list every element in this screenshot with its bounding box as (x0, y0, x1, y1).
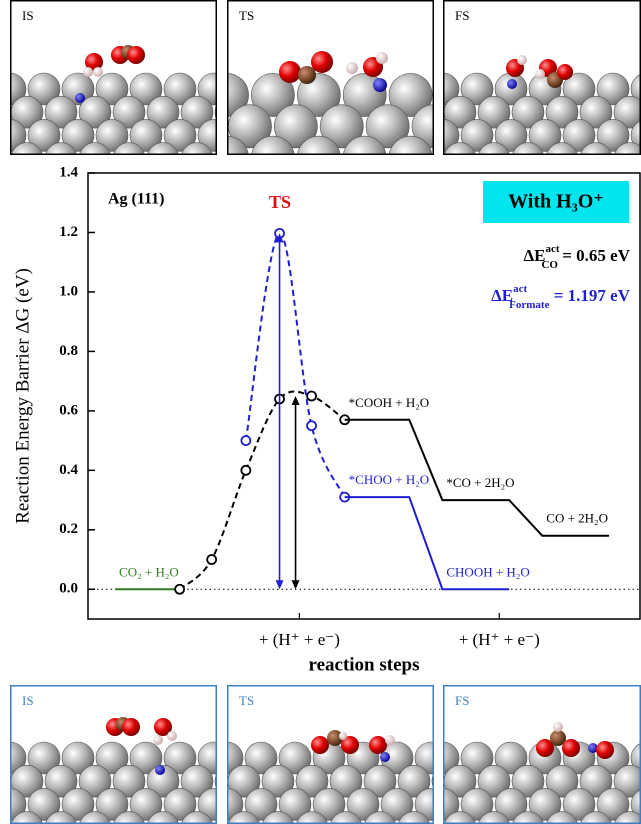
panel-label: IS (22, 8, 34, 23)
molecule-atom (75, 93, 85, 103)
panel-label: IS (22, 693, 34, 708)
silver-atom (0, 96, 9, 128)
molecule-atom (596, 741, 614, 759)
y-tick-label: 1.4 (59, 164, 78, 180)
molecule-atom (385, 735, 395, 745)
arrow-head (292, 396, 300, 405)
panel-label: TS (239, 693, 254, 708)
arrow-head (292, 580, 300, 589)
molecule-atom (83, 67, 93, 77)
molecule-atom (553, 722, 563, 732)
barrier-label: ΔEactFormate = 1.197 eV (491, 283, 631, 311)
y-axis-label: Reaction Energy Barrier ΔG (eV) (12, 268, 33, 524)
y-tick-label: 1.0 (59, 283, 78, 299)
panel-label: TS (239, 8, 254, 23)
molecule-atom (167, 731, 177, 741)
molecule-atom (535, 69, 545, 79)
molecule-atom (93, 67, 103, 77)
silver-atom (320, 167, 363, 210)
figure: IS TS FS IS TS FS 0.0 0.2 0.4 0.6 0.8 1.0 1.2 1.4 + (… (0, 0, 641, 824)
barrier-sub: CO (541, 259, 558, 271)
arrow-head (276, 580, 284, 589)
molecule-atom (373, 78, 387, 92)
molecule-atom (562, 739, 580, 757)
y-tick-label: 0.0 (59, 581, 78, 597)
ts-label: TS (269, 192, 291, 212)
step-label: CO₂ + H₂O (119, 564, 179, 579)
y-tick-label: 1.2 (59, 224, 78, 240)
step-label: *CO + 2H₂O (446, 475, 514, 490)
step-label: CHOOH + H₂O (446, 564, 529, 579)
y-tick-label: 0.4 (59, 462, 78, 478)
silver-atom (366, 167, 409, 210)
silver-atom (412, 167, 455, 210)
molecule-atom (279, 61, 301, 83)
silver-atom (79, 143, 111, 175)
point-marker (307, 421, 316, 430)
barrier-sup: act (513, 283, 527, 295)
molecule-atom (311, 736, 329, 754)
molecule-atom (557, 64, 573, 80)
barrier-value: = 1.197 eV (549, 286, 630, 305)
molecule-atom (346, 62, 358, 74)
y-tick-label: 0.2 (59, 521, 78, 537)
molecule-atom (380, 752, 390, 762)
y-tick-label: 0.8 (59, 343, 78, 359)
point-marker (241, 436, 250, 445)
chart: 0.0 0.2 0.4 0.6 0.8 1.0 1.2 1.4 + (H⁺ + e⁻) + (H⁺… (12, 164, 640, 675)
barrier-value: = 0.65 eV (558, 246, 631, 265)
panel-label: FS (455, 8, 469, 23)
silver-atom (181, 143, 213, 175)
structure-panels: IS TS FS IS TS FS (0, 1, 641, 824)
molecule-atom (376, 52, 388, 64)
molecule-atom (127, 46, 145, 64)
silver-atom (512, 143, 544, 175)
barrier-sub: Formate (509, 299, 549, 311)
point-marker (241, 466, 250, 475)
surface-label: Ag (111) (108, 191, 164, 208)
silver-atom (444, 143, 476, 175)
condition-label: With H₃O⁺ (508, 191, 604, 213)
x-tick-label: + (H⁺ + e⁻) (259, 630, 340, 649)
silver-atom (546, 143, 578, 175)
barrier-label: ΔEactCO = 0.65 eV (523, 243, 630, 271)
silver-atom (147, 143, 179, 175)
silver-atom (478, 143, 510, 175)
point-marker (307, 392, 316, 401)
molecule-atom (369, 736, 387, 754)
molecule-atom (153, 735, 163, 745)
step-label: *COOH + H₂O (349, 395, 429, 410)
molecule-atom (122, 718, 140, 736)
series-line (180, 391, 345, 589)
silver-atom (0, 812, 9, 824)
silver-atom (0, 765, 9, 797)
molecule-atom (155, 765, 165, 775)
molecule-atom (507, 79, 517, 89)
silver-atom (0, 143, 9, 175)
silver-atom (228, 167, 271, 210)
silver-atom (11, 143, 43, 175)
point-marker (207, 555, 216, 564)
point-marker (175, 585, 184, 594)
x-axis-label: reaction steps (309, 654, 420, 675)
step-label: *CHOO + H₂O (349, 472, 429, 487)
molecule-atom (517, 55, 527, 65)
panel-label: FS (455, 693, 469, 708)
step-label: CO + 2H₂O (546, 511, 608, 526)
molecule-atom (311, 51, 333, 73)
silver-atom (113, 143, 145, 175)
silver-atom (182, 167, 225, 210)
molecule-atom (339, 732, 347, 740)
y-tick-label: 0.6 (59, 402, 78, 418)
silver-atom (580, 143, 612, 175)
x-tick-label: + (H⁺ + e⁻) (459, 630, 540, 649)
